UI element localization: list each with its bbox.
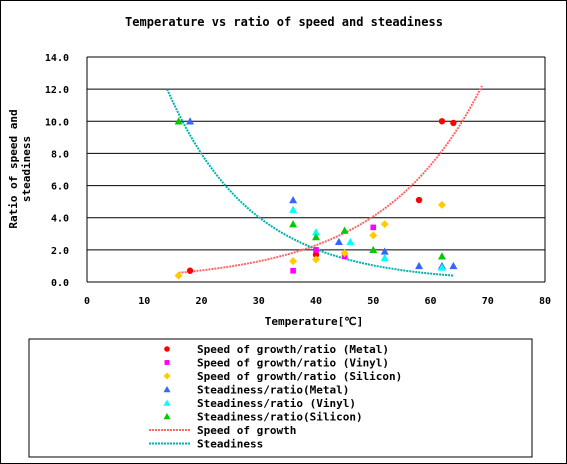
x-tick-label: 70 bbox=[482, 296, 494, 307]
data-point bbox=[450, 119, 457, 127]
y-tick-label: 8.0 bbox=[51, 149, 69, 160]
data-point bbox=[289, 220, 298, 228]
data-point bbox=[312, 228, 320, 236]
data-point bbox=[312, 233, 320, 241]
data-point bbox=[380, 220, 389, 229]
data-point bbox=[312, 251, 320, 258]
data-point bbox=[334, 237, 343, 246]
data-point bbox=[369, 231, 378, 240]
legend-label: Speed of growth/ratio (Vinyl) bbox=[197, 357, 389, 370]
trendlines bbox=[166, 85, 483, 277]
data-point bbox=[437, 263, 446, 271]
data-points bbox=[174, 117, 458, 280]
plot-area bbox=[87, 57, 545, 282]
legend-marker bbox=[164, 346, 170, 352]
axes bbox=[86, 57, 546, 283]
data-point bbox=[449, 261, 458, 270]
trendline bbox=[166, 88, 454, 277]
data-point bbox=[437, 252, 446, 260]
legend-label: Steadiness/ratio(Silicon) bbox=[197, 411, 363, 424]
data-point bbox=[437, 200, 446, 209]
legend-label: Steadiness/ratio (Vinyl) bbox=[197, 397, 356, 410]
data-point bbox=[312, 255, 320, 264]
data-point bbox=[369, 245, 378, 254]
y-axis-label-line-1: Ratio of speed and bbox=[7, 109, 20, 228]
data-point bbox=[186, 117, 195, 125]
data-point bbox=[370, 224, 377, 231]
legend-box bbox=[28, 338, 533, 458]
data-point bbox=[290, 267, 296, 274]
y-tick-label: 12.0 bbox=[45, 85, 69, 96]
legend-marker bbox=[163, 386, 171, 393]
data-point bbox=[289, 205, 298, 213]
data-point bbox=[415, 196, 423, 204]
data-point bbox=[438, 118, 446, 125]
x-tick-label: 20 bbox=[195, 296, 207, 307]
legend-marker bbox=[164, 360, 170, 365]
data-point bbox=[289, 196, 298, 204]
data-point bbox=[313, 247, 319, 253]
x-tick-label: 10 bbox=[138, 296, 150, 307]
y-tick-label: 2.0 bbox=[51, 246, 69, 257]
trendline bbox=[178, 85, 483, 274]
data-point bbox=[415, 261, 424, 270]
y-tick-label: 14.0 bbox=[45, 53, 69, 64]
data-point bbox=[289, 257, 298, 266]
x-tick-label: 30 bbox=[253, 296, 265, 307]
legend-marker bbox=[163, 372, 171, 380]
data-point bbox=[174, 271, 183, 280]
y-tick-labels: 0.0 2.0 4.0 6.0 8.0 10.0 12.0 14.0 bbox=[45, 53, 69, 289]
legend-label: Speed of growth/ratio (Silicon) bbox=[197, 370, 402, 383]
y-axis-label: Ratio of speed and steadiness bbox=[7, 109, 33, 228]
y-tick-label: 0.0 bbox=[51, 278, 69, 289]
y-tick-label: 6.0 bbox=[51, 182, 69, 193]
legend: Speed of growth/ratio (Metal)Speed of gr… bbox=[149, 343, 402, 451]
legend-label: Speed of growth bbox=[197, 424, 296, 437]
data-point bbox=[174, 117, 183, 125]
x-axis-label: Temperature[℃] bbox=[265, 315, 363, 328]
x-tick-label: 0 bbox=[84, 296, 90, 307]
legend-marker bbox=[163, 399, 171, 406]
x-tick-label: 50 bbox=[367, 296, 379, 307]
y-tick-label: 4.0 bbox=[51, 214, 69, 225]
y-axis-label-line-2: steadiness bbox=[20, 136, 33, 202]
legend-label: Steadiness bbox=[197, 438, 263, 451]
x-tick-label: 80 bbox=[539, 296, 551, 307]
data-point bbox=[340, 226, 349, 234]
x-tick-label: 40 bbox=[310, 296, 322, 307]
data-point bbox=[346, 237, 355, 246]
legend-marker bbox=[163, 413, 171, 420]
data-point bbox=[380, 253, 389, 262]
gridlines bbox=[87, 56, 545, 251]
data-point bbox=[186, 267, 194, 274]
legend-label: Steadiness/ratio(Metal) bbox=[197, 384, 349, 397]
data-point bbox=[340, 249, 349, 258]
legend-label: Speed of growth/ratio (Metal) bbox=[197, 343, 389, 356]
x-tick-labels: 0 10 20 30 40 50 60 70 80 bbox=[84, 296, 551, 307]
y-tick-label: 10.0 bbox=[45, 117, 69, 128]
chart-title: Temperature vs ratio of speed and steadi… bbox=[125, 15, 443, 29]
x-tick-label: 60 bbox=[424, 296, 436, 307]
data-point bbox=[380, 247, 389, 255]
